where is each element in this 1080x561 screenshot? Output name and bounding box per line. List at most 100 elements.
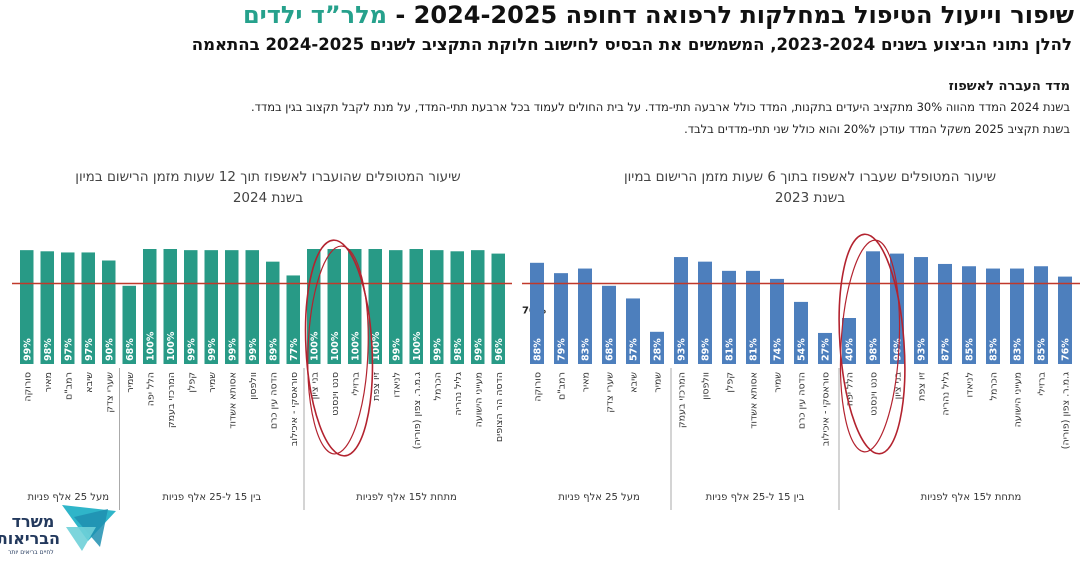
category-label: ג.מ.ר. צפון (פוריה) (412, 372, 423, 449)
bar-value-label: 99% (207, 338, 218, 361)
bar (389, 250, 403, 364)
explanation-line-2: בשנת תקציב 2025 משקל המדד עודכן ל20% והו… (684, 122, 1070, 136)
category-label: ברזילי (350, 371, 361, 395)
category-label: המרכזי בעמק (166, 372, 177, 428)
bar-value-label: 89% (701, 338, 712, 361)
category-label: מאיר (581, 372, 592, 392)
category-label: וולפסון (248, 372, 259, 400)
bar-value-label: 89% (268, 338, 279, 361)
bar (842, 318, 856, 364)
category-label: אסותא אשדוד (749, 372, 760, 429)
bar-value-label: 99% (22, 338, 33, 361)
group-label: מעל 25 אלף פניות (27, 492, 109, 503)
category-label: שיבא (629, 372, 640, 393)
category-label: שערי צדק (104, 372, 115, 413)
bar (266, 261, 280, 364)
bar-value-label: 93% (917, 338, 928, 361)
logo-name: משרד הבריאות (0, 512, 60, 548)
bar-value-label: 76% (1061, 338, 1072, 361)
bar (1034, 266, 1048, 364)
bar-value-label: 93% (677, 338, 688, 361)
logo-mark-icon (62, 505, 116, 551)
bar-value-label: 96% (494, 338, 505, 361)
bar (204, 250, 218, 364)
category-label: מעייני הישועה (473, 372, 484, 427)
category-label: מאיר (43, 372, 54, 392)
bar-value-label: 81% (725, 338, 736, 361)
category-label: קפלן (186, 372, 197, 393)
chart-2024-title: שיעור המטופלים שהועברו לאשפוז תוך 12 שעו… (18, 167, 518, 209)
chart-2023-title: שיעור המטופלים שעברו לאשפוז בתוך 6 שעות … (560, 167, 1060, 209)
bar-value-label: 27% (821, 338, 832, 361)
category-label: סורוקה (22, 372, 33, 402)
bar-value-label: 74% (773, 338, 784, 361)
category-label: הדסה הר הצופים (494, 372, 505, 442)
bar (61, 252, 75, 364)
group-label: מתחת ל15 אלף לפניות (356, 492, 457, 503)
bar (225, 250, 239, 364)
bar-value-label: 96% (893, 338, 904, 361)
bar-value-label: 100% (330, 331, 341, 361)
bar-value-label: 87% (941, 338, 952, 361)
category-label: הכרמל (432, 372, 443, 400)
bar-value-label: 40% (845, 338, 856, 361)
bar (430, 250, 444, 364)
bar (530, 262, 544, 364)
category-label: סנט וינסנט (330, 372, 341, 416)
bar-value-label: 100% (309, 331, 320, 361)
bar-value-label: 100% (166, 331, 177, 361)
bar (650, 331, 664, 364)
bar (818, 332, 832, 364)
highlight-circle (304, 239, 374, 457)
bar-value-label: 83% (1013, 338, 1024, 361)
bar-value-label: 97% (63, 338, 74, 361)
bar (770, 278, 784, 364)
category-label: שמיר (773, 372, 784, 393)
bar-value-label: 98% (869, 338, 880, 361)
bar (245, 250, 259, 364)
category-label: לניאדו (965, 372, 976, 397)
bar-value-label: 99% (227, 338, 238, 361)
category-label: בני ציון (309, 372, 320, 400)
category-label: הכרמל (989, 372, 1000, 400)
category-label: שערי צדק (605, 372, 616, 413)
bar (327, 249, 341, 364)
title-main: שיפור וייעול הטיפול במחלקות לרפואה דחופה… (387, 1, 1074, 29)
category-label: שמיר (125, 372, 136, 393)
bar (143, 249, 157, 364)
bar-value-label: 99% (248, 338, 259, 361)
category-label: גליל נהריה (453, 372, 464, 416)
category-label: זיו צפת (917, 372, 928, 401)
page-title: שיפור וייעול הטיפול במחלקות לרפואה דחופה… (150, 0, 1074, 30)
bar (184, 250, 198, 364)
bar-value-label: 98% (453, 338, 464, 361)
bar (578, 268, 592, 364)
bar-value-label: 81% (749, 338, 760, 361)
bar (626, 298, 640, 364)
category-label: הדסה עין כרם (797, 372, 808, 429)
bar-value-label: 68% (125, 338, 136, 361)
category-label: מעייני הישועה (1013, 372, 1024, 427)
bar-value-label: 90% (104, 338, 115, 361)
bar-value-label: 100% (145, 331, 156, 361)
logo-name-line2: הבריאות (0, 529, 60, 548)
bar-value-label: 28% (653, 338, 664, 361)
bar (962, 266, 976, 364)
bar (986, 268, 1000, 364)
bar-value-label: 100% (350, 331, 361, 361)
bar-value-label: 100% (371, 331, 382, 361)
bar-value-label: 85% (965, 338, 976, 361)
bar (794, 301, 808, 364)
bar-value-label: 99% (432, 338, 443, 361)
bar-value-label: 54% (797, 338, 808, 361)
group-label: בין 15 ל-25 אלף פניות (706, 492, 805, 503)
category-label: הלל יפה (145, 372, 156, 406)
logo-name-line1: משרד (11, 512, 55, 531)
bar (286, 275, 300, 364)
title-accent: מלר”ד ילדים (242, 1, 387, 29)
bar (491, 253, 505, 364)
category-label: אסותא אשדוד (227, 372, 238, 429)
chart-2024-title-line2: בשנת 2024 (232, 190, 304, 206)
category-label: שיבא (84, 372, 95, 393)
bar (554, 273, 568, 364)
